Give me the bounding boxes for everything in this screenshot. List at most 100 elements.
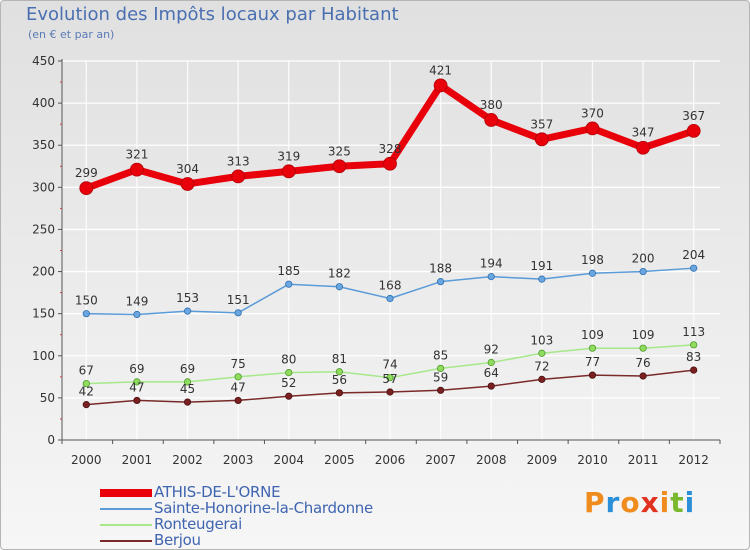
data-label: 421	[429, 63, 452, 77]
logo-letter: i	[684, 486, 696, 519]
data-point	[437, 364, 445, 373]
data-label: 380	[480, 98, 503, 112]
data-label: 149	[125, 295, 148, 309]
data-point	[285, 280, 293, 288]
data-label: 75	[231, 357, 246, 371]
x-tick-label: 2011	[628, 453, 659, 467]
y-tick-label: 100	[32, 349, 55, 363]
data-label: 109	[581, 328, 604, 342]
data-point	[636, 140, 650, 155]
data-point	[487, 358, 495, 367]
data-point	[281, 164, 296, 179]
y-tick-label: 450	[32, 54, 55, 68]
x-tick-label: 2009	[527, 453, 558, 467]
data-label: 57	[382, 372, 397, 386]
data-point	[690, 341, 698, 349]
x-tick-label: 2006	[375, 453, 406, 467]
data-point	[538, 275, 546, 283]
data-label: 204	[682, 248, 705, 262]
data-point	[386, 374, 394, 382]
data-point	[639, 344, 647, 352]
chart-title: Evolution des Impôts locaux par Habitant	[26, 4, 399, 25]
data-point	[183, 307, 192, 315]
y-tick-label: 200	[32, 265, 55, 279]
y-tick-label: 0	[47, 433, 55, 447]
data-point	[690, 264, 698, 272]
data-label: 367	[682, 109, 705, 123]
data-label: 113	[682, 325, 705, 339]
data-point	[335, 368, 343, 376]
data-point	[82, 379, 90, 388]
x-tick-label: 2008	[476, 453, 507, 467]
data-point	[487, 382, 495, 390]
data-label: 76	[635, 356, 650, 370]
x-tick-label: 2010	[577, 453, 608, 467]
data-label: 299	[75, 166, 98, 180]
data-point	[183, 398, 192, 406]
data-point	[690, 366, 698, 374]
y-tick-label: 250	[32, 222, 55, 236]
logo-letter: x	[640, 486, 660, 519]
data-point	[585, 121, 600, 136]
data-point	[285, 392, 293, 400]
legend-swatch	[100, 508, 152, 510]
data-label: 69	[180, 362, 195, 376]
x-tick-label: 2001	[122, 453, 153, 467]
data-point	[437, 278, 445, 286]
data-point	[588, 344, 597, 352]
data-label: 42	[79, 385, 94, 399]
data-point	[386, 294, 394, 303]
data-point	[231, 169, 246, 184]
legend-swatch	[100, 524, 152, 526]
data-label: 168	[379, 279, 402, 293]
data-label: 319	[277, 149, 300, 163]
data-label: 321	[125, 148, 148, 162]
legend-label: Berjou	[154, 531, 201, 549]
data-label: 153	[176, 291, 199, 305]
data-point	[386, 388, 394, 396]
data-label: 109	[632, 328, 655, 342]
x-tick-label: 2002	[172, 453, 203, 467]
data-label: 150	[75, 294, 98, 308]
y-tick-label: 300	[32, 180, 55, 194]
x-tick-label: 2007	[425, 453, 456, 467]
data-label: 85	[433, 348, 448, 362]
y-tick-label: 350	[32, 138, 55, 152]
legend-swatch	[100, 540, 152, 542]
logo-letter: o	[620, 486, 641, 519]
data-point	[130, 162, 144, 177]
proxiti-logo: Proxiti	[584, 486, 695, 519]
data-label: 357	[530, 117, 553, 131]
data-label: 313	[227, 154, 250, 168]
data-point	[487, 273, 495, 281]
data-label: 194	[480, 257, 503, 271]
data-label: 74	[382, 358, 397, 372]
data-label: 328	[379, 142, 402, 156]
data-point	[234, 373, 242, 381]
data-point	[484, 113, 499, 127]
data-label: 83	[686, 350, 701, 364]
chart-subtitle: (en € et par an)	[28, 28, 115, 41]
data-label: 45	[180, 382, 195, 396]
data-point	[437, 386, 445, 394]
data-label: 200	[632, 252, 655, 266]
logo-letter: P	[584, 486, 606, 519]
data-label: 191	[530, 259, 553, 273]
data-point	[538, 375, 546, 383]
x-tick-label: 2000	[71, 453, 102, 467]
data-point	[133, 396, 141, 405]
data-label: 67	[79, 364, 94, 378]
data-point	[686, 124, 701, 138]
data-point	[335, 283, 343, 291]
legend-label: ATHIS-DE-L'ORNE	[154, 483, 281, 501]
x-tick-label: 2012	[678, 453, 709, 467]
data-point	[335, 389, 343, 397]
data-label: 80	[281, 353, 296, 367]
logo-letter: t	[670, 486, 685, 519]
data-point	[133, 378, 141, 386]
data-label: 77	[585, 355, 600, 369]
legend-label: Sainte-Honorine-la-Chardonne	[154, 499, 373, 517]
data-label: 69	[129, 362, 144, 376]
